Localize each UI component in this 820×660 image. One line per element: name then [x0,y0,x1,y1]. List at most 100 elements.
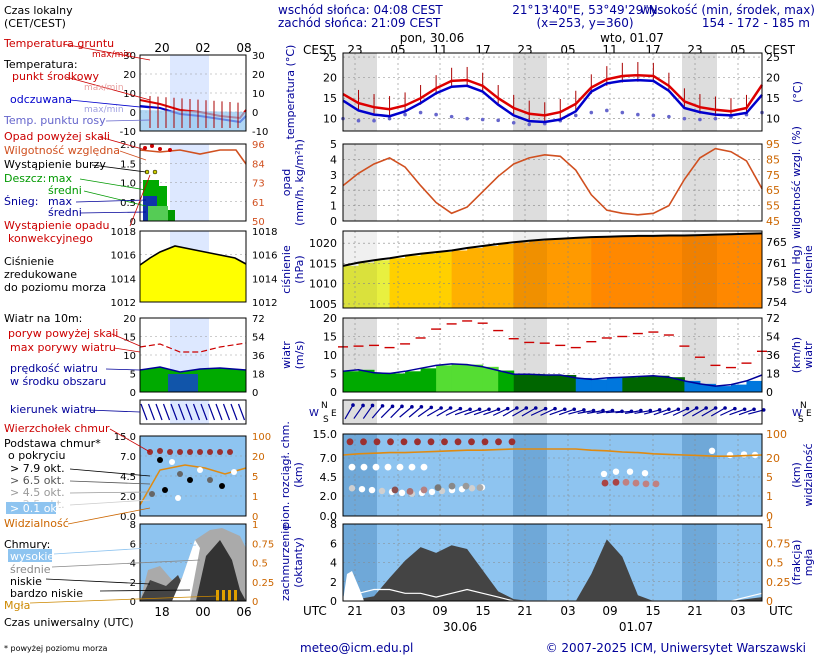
wind-arrow-head [380,404,385,408]
cloud-base-dot [372,463,380,471]
footer-email[interactable]: meteo@icm.edu.pl [300,641,413,655]
wind-speed-bar [498,370,515,392]
cloud-top-dot [481,438,489,446]
legend-cloud-top: Wierzchołek chmur [4,422,110,435]
legend-pointer [111,333,141,347]
legend-midpoint-maxmin: max/min [84,83,124,93]
legend-cloud-top-dot [197,449,203,455]
y-tick-label: 65 [766,184,780,197]
legend-pointer [91,164,147,173]
pressure-fill [498,243,515,308]
utc-hour-tick: 15 [475,604,490,618]
legend-conv-dot [152,169,158,175]
legend-local-time2: (CET/CEST) [4,17,66,30]
legend-y-tick: 0 [130,597,136,608]
legend-cloud-top-dot [187,449,193,455]
panel-border [342,52,763,132]
legend-cloud-base1: Podstawa chmur* [4,437,101,450]
wind-arrow-head [648,408,653,413]
y-tick-label: 5 [330,368,337,381]
utc-hour-tick: 03 [390,604,405,618]
cloud-base-dot [420,486,428,494]
legend-cloud-base-dot [197,467,203,473]
y-tick-label: 8 [330,518,337,531]
legend-pointer [29,595,219,604]
pressure-fill [405,255,422,308]
wind-arrow [390,405,403,419]
wind-arrow [371,405,383,419]
cloud-top-dot [414,438,421,446]
utc-hour-tick: 21 [517,604,532,618]
wind-compass-s-right: S [798,415,804,425]
y-tick-label: 0 [330,215,337,228]
dewpoint-point [372,118,376,123]
y-tick-label: 18 [766,368,780,381]
legend-soil-maxmin: max/min [92,50,132,60]
legend-y-tick: 0 [130,388,136,399]
y-tick-label: 2 [330,184,337,197]
legend-wind-arrow [192,403,201,421]
wind-arrow [624,410,641,414]
pressure-fill [684,235,701,308]
legend-cloud-base-dot [231,469,237,475]
wind-arrow-head [370,403,375,408]
legend-pointer [69,491,151,494]
y-tick-label: 7.0 [320,452,338,465]
utc-left: UTC [303,604,327,618]
cloud-base-dot [368,486,376,494]
legend-pointer [53,544,197,555]
legend-pointer [119,150,147,161]
pressure-fill [637,235,654,308]
wind-arrow [653,408,670,416]
wind-arrow-head [515,406,519,410]
legend-gust-over: poryw powyżej skali [8,327,118,340]
cloud-top-dot [495,438,502,446]
wind-speed-bar [343,371,360,392]
legend-cl-high: wysokie [10,550,54,563]
legend-y2-tick: 0 [252,597,258,608]
wind-speed-bar [529,374,546,392]
y-tick-label: 1 [766,490,773,503]
humidity-line [342,147,763,216]
cloud-top-dot [427,438,435,446]
wind-speed-bar [482,366,499,392]
legend-pressure-line [139,245,247,266]
panel-border [342,143,763,222]
date-bottom2: 01.07 [619,620,653,634]
legend-pointer [65,76,151,101]
legend-high-box [8,549,52,562]
wind-speed-bar [606,377,623,392]
legend-y2-tick: 0.5 [252,559,268,570]
panel-border [342,317,763,393]
pressure-fill [591,237,608,308]
fog-title-right: mgła [802,549,815,577]
cloud-base-dot [612,478,620,486]
legend-pointer [69,480,151,485]
y2-tick-label: 754 [766,296,787,309]
legend-rain-max: max [48,172,72,185]
legend-y-tick: 7.0 [120,452,136,463]
pressure-fill [575,237,592,308]
wind-arrow-head [400,404,404,409]
wind-arrow-head [419,405,424,409]
legend-y2-tick: 0 [252,388,258,399]
cloud-top-dot [454,438,462,446]
y-tick-label: 95 [766,138,780,151]
wind-arrow [587,410,604,414]
grid-text: (x=253, y=360) [536,16,633,30]
precip-title-left-unit: (mm/h, kg/m²h) [293,139,306,226]
legend-fog-bar [216,590,219,601]
wind-arrow-head [533,406,538,410]
legend-rain-mean-bar [148,206,168,221]
legend-cloud-top-dot [227,449,233,455]
legend-pointer [129,174,151,227]
wind-compass-w: W [309,408,319,419]
y-tick-label: 0 [766,595,773,608]
wind-speed-bar [436,365,453,392]
legend-y2-tick: 5 [252,472,258,483]
wind-arrow-head [505,406,510,411]
legend-y2-tick: 96 [252,140,265,151]
